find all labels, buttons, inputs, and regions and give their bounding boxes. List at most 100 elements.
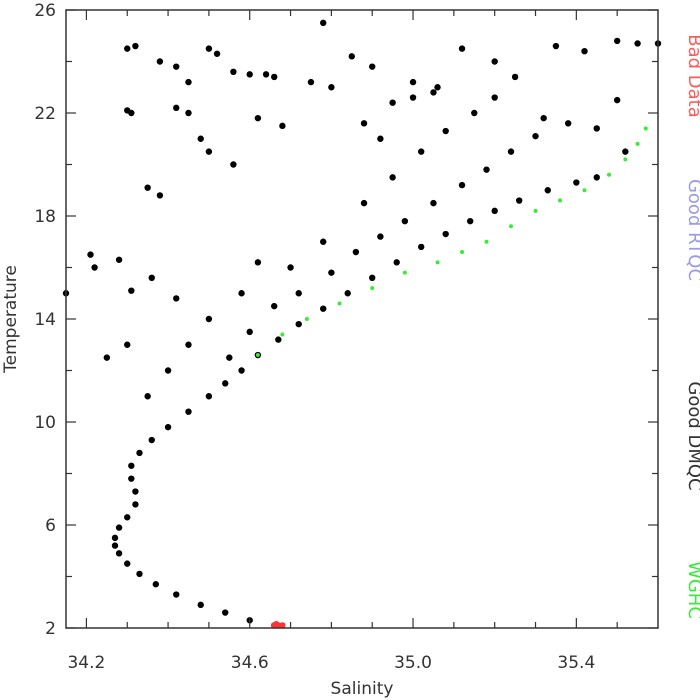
data-point bbox=[132, 488, 139, 495]
data-point bbox=[442, 230, 449, 238]
data-point bbox=[393, 259, 400, 266]
data-point bbox=[115, 256, 123, 263]
data-point bbox=[483, 166, 490, 173]
data-point bbox=[246, 328, 253, 336]
series-good-dmqc bbox=[62, 19, 662, 629]
data-point bbox=[132, 42, 139, 50]
data-point bbox=[491, 94, 498, 101]
data-point bbox=[173, 591, 180, 598]
data-point bbox=[115, 550, 123, 557]
y-axis-label: Temperature bbox=[1, 265, 21, 374]
data-point bbox=[377, 135, 384, 142]
data-point bbox=[532, 132, 539, 140]
data-point bbox=[369, 274, 376, 281]
data-point bbox=[320, 305, 327, 312]
data-point bbox=[471, 109, 478, 117]
data-point bbox=[136, 449, 143, 457]
data-point bbox=[279, 122, 286, 130]
series-bad-data bbox=[271, 620, 286, 629]
data-point bbox=[238, 290, 245, 297]
data-point bbox=[401, 217, 409, 225]
data-point bbox=[515, 197, 523, 204]
data-point bbox=[124, 45, 131, 52]
legend-item: WGHC bbox=[684, 561, 700, 619]
data-point bbox=[128, 287, 135, 294]
data-point bbox=[458, 45, 466, 52]
data-point bbox=[128, 475, 135, 482]
data-point bbox=[238, 367, 245, 374]
data-point bbox=[148, 436, 155, 444]
data-point bbox=[128, 462, 135, 469]
data-point bbox=[484, 239, 489, 244]
data-point bbox=[328, 269, 335, 276]
data-point bbox=[273, 620, 280, 628]
data-point bbox=[466, 217, 474, 225]
data-point bbox=[124, 341, 131, 348]
data-point bbox=[205, 45, 213, 52]
data-point bbox=[295, 290, 302, 297]
data-point bbox=[287, 264, 294, 271]
data-point bbox=[344, 290, 351, 297]
data-point bbox=[613, 96, 621, 104]
data-point bbox=[304, 317, 309, 321]
plot-frame bbox=[65, 9, 659, 629]
data-point bbox=[581, 48, 588, 55]
data-point bbox=[197, 135, 204, 142]
data-point bbox=[360, 199, 368, 207]
data-point bbox=[197, 601, 204, 609]
data-point bbox=[213, 50, 221, 57]
y-tick-label: 14 bbox=[34, 310, 56, 330]
data-point bbox=[148, 274, 155, 281]
data-point bbox=[328, 84, 335, 91]
x-tick-label: 35.0 bbox=[394, 653, 432, 673]
data-point bbox=[509, 224, 514, 229]
data-point bbox=[205, 148, 213, 155]
data-point bbox=[533, 208, 538, 213]
data-point bbox=[103, 354, 111, 361]
data-point bbox=[607, 172, 612, 177]
data-point bbox=[409, 94, 417, 101]
y-tick-label: 18 bbox=[34, 207, 56, 227]
data-point bbox=[507, 148, 515, 155]
data-point bbox=[491, 207, 498, 215]
data-point bbox=[111, 534, 119, 542]
data-point bbox=[435, 260, 440, 265]
data-point bbox=[377, 233, 384, 240]
legend: Bad Data Good RTQC Good DMQC WGHC bbox=[684, 34, 700, 619]
data-point bbox=[558, 198, 563, 203]
data-point bbox=[254, 259, 262, 266]
series-wghc bbox=[255, 126, 648, 358]
data-point bbox=[222, 380, 229, 387]
x-tick-label: 34.2 bbox=[67, 653, 105, 673]
data-point bbox=[582, 188, 587, 193]
data-point bbox=[255, 353, 260, 358]
data-point bbox=[271, 302, 278, 310]
legend-item: Bad Data bbox=[684, 34, 700, 118]
data-point bbox=[185, 341, 192, 348]
data-point bbox=[185, 109, 192, 117]
data-point bbox=[634, 40, 641, 47]
data-point bbox=[418, 148, 425, 155]
data-point bbox=[111, 542, 119, 549]
data-point bbox=[124, 560, 131, 567]
data-point bbox=[307, 78, 315, 86]
data-point bbox=[262, 71, 270, 78]
data-point bbox=[91, 264, 98, 271]
data-point bbox=[164, 367, 172, 374]
data-point bbox=[460, 250, 465, 255]
data-point bbox=[87, 251, 94, 258]
data-point bbox=[164, 423, 172, 431]
data-point bbox=[152, 581, 160, 588]
data-point bbox=[205, 315, 213, 323]
data-point bbox=[430, 199, 437, 207]
data-point bbox=[544, 187, 551, 194]
data-point bbox=[254, 114, 262, 122]
data-point bbox=[370, 286, 375, 291]
data-point bbox=[402, 270, 407, 275]
data-point bbox=[348, 53, 355, 60]
data-point bbox=[389, 99, 396, 106]
data-point bbox=[173, 104, 180, 112]
data-point bbox=[320, 238, 327, 245]
